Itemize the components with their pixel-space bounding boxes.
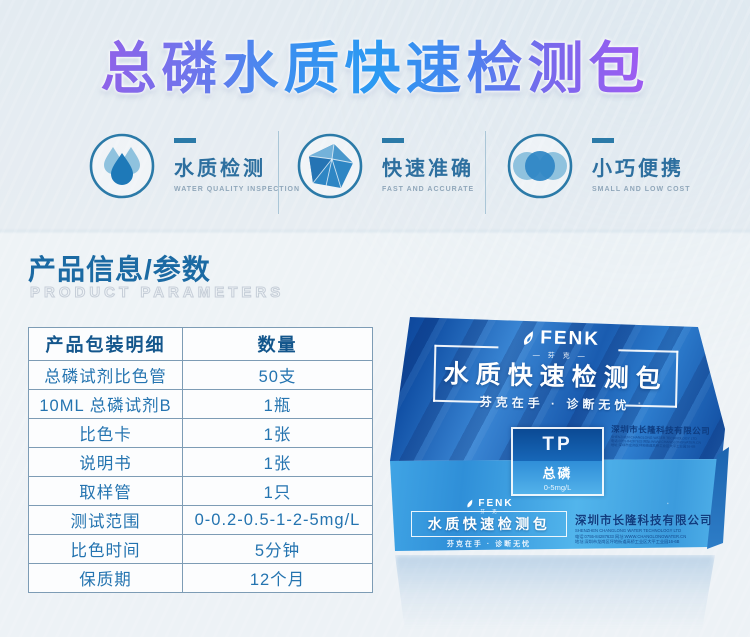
table-header-qty: 数量: [182, 327, 373, 361]
tp-detail: 总磷 0-5mg/L: [513, 461, 602, 494]
spec-name: 10ML 总磷试剂B: [28, 389, 183, 419]
feature-text: 快速准确 FAST AND ACCURATE: [382, 132, 474, 193]
feature-sublabel: FAST AND ACCURATE: [382, 186, 475, 193]
company-info-front: 深圳市长隆科技有限公司 SHENZHEN CHANGLONG WATER TEC…: [575, 514, 713, 544]
fenk-leaf-icon: [467, 499, 473, 508]
table-row: 测试范围 0-0.2-0.5-1-2-5mg/L: [28, 505, 373, 535]
feature-label: 小巧便携: [592, 158, 684, 180]
spec-value: 1张: [182, 447, 373, 477]
feature-dash: [174, 138, 196, 143]
table-row: 比色时间 5分钟: [28, 534, 373, 564]
table-header-item: 产品包装明细: [28, 327, 183, 361]
company-info-top: 深圳市长隆科技有限公司 SHENZHEN CHANGLONG WATER TEC…: [611, 424, 711, 449]
box-reflection: [395, 555, 715, 629]
table-row: 保质期 12个月: [28, 563, 373, 593]
spec-value: 0-0.2-0.5-1-2-5mg/L: [182, 505, 373, 535]
spec-name: 总磷试剂比色管: [28, 360, 183, 390]
spec-value: 1瓶: [182, 389, 373, 419]
spec-value: 12个月: [182, 563, 373, 593]
spec-value: 1只: [182, 476, 373, 506]
spec-name: 比色卡: [28, 418, 183, 448]
feature-label: 水质检测: [174, 158, 266, 180]
fenk-leaf-icon: [523, 331, 533, 345]
tp-code: TP: [513, 429, 602, 461]
overlapping-circles-icon: [506, 132, 574, 200]
spec-name: 比色时间: [28, 534, 183, 564]
hero-banner: 总磷水质快速检测包: [0, 24, 750, 105]
feature-dash: [592, 138, 614, 143]
brand-name: FENK: [478, 498, 514, 509]
box-title: 水质快速检测包: [443, 360, 669, 394]
brand-logo: FENK — 芬 克 —: [515, 327, 606, 362]
section-title: 产品信息/参数: [28, 254, 211, 285]
tp-name: 总磷: [542, 466, 573, 481]
tp-product-label: TP 总磷 0-5mg/L: [511, 427, 604, 496]
table-row: 总磷试剂比色管 50支: [28, 360, 373, 390]
spec-value: 50支: [182, 360, 373, 390]
box-slogan-front: 芬克在手 · 诊断无忧: [446, 541, 532, 548]
spec-value: 5分钟: [182, 534, 373, 564]
feature-text: 水质检测 WATER QUALITY INSPECTION: [174, 132, 300, 193]
feature-fast-accurate: 快速准确 FAST AND ACCURATE: [296, 132, 474, 200]
feature-sublabel: WATER QUALITY INSPECTION: [174, 186, 301, 193]
table-header-row: 产品包装明细 数量: [28, 327, 373, 361]
company-contact: 电话:0755-84287633 网址:WWW.CHANGLONGWATER.C…: [575, 533, 687, 539]
water-drops-icon: [88, 132, 156, 200]
company-name: 深圳市长隆科技有限公司: [575, 515, 713, 527]
feature-water-quality: 水质检测 WATER QUALITY INSPECTION: [88, 132, 300, 200]
feature-portable: 小巧便携 SMALL AND LOW COST: [506, 132, 691, 200]
feature-divider: [278, 131, 279, 214]
tp-range: 0-5mg/L: [543, 483, 572, 492]
feature-dash: [382, 138, 404, 143]
table-row: 比色卡 1张: [28, 418, 373, 448]
frame-line: [618, 349, 679, 353]
feature-label: 快速准确: [382, 158, 474, 180]
spec-name: 保质期: [28, 563, 183, 593]
spec-value: 1张: [182, 418, 373, 448]
spec-name: 说明书: [28, 447, 183, 477]
box-title-front: 水质快速检测包: [427, 516, 551, 532]
table-row: 取样管 1只: [28, 476, 373, 506]
box-slogan: 芬克在手 · 诊断无忧: [479, 394, 631, 413]
feature-text: 小巧便携 SMALL AND LOW COST: [592, 132, 691, 193]
company-address: 地址:深圳市龙岗区坪地街道高桥工业区大平工业园16-6B: [575, 538, 680, 544]
product-spec-table: 产品包装明细 数量 总磷试剂比色管 50支 10ML 总磷试剂B 1瓶 比色卡 1张 …: [28, 327, 373, 593]
box-top-face-print: FENK — 芬 克 — 水质快速检测包 芬克在手 · 诊断无忧: [390, 317, 725, 461]
company-name-en: SHENZHEN CHANGLONG WATER TECHNOLOGY LTD: [575, 528, 682, 534]
feature-sublabel: SMALL AND LOW COST: [592, 186, 691, 193]
brand-name: FENK: [540, 327, 601, 350]
front-title-frame: 水质快速检测包: [411, 511, 567, 537]
page-title: 总磷水质快速检测包: [101, 24, 650, 105]
spec-name: 取样管: [28, 476, 183, 506]
frame-line: [434, 344, 499, 349]
pentagon-gem-icon: [296, 132, 364, 200]
spec-name: 测试范围: [28, 505, 183, 535]
table-row: 说明书 1张: [28, 447, 373, 477]
section-subtitle: PRODUCT PARAMETERS: [29, 284, 285, 302]
feature-divider: [485, 131, 486, 214]
table-row: 10ML 总磷试剂B 1瓶: [28, 389, 373, 419]
product-box-image: FENK — 芬 克 — 水质快速检测包 芬克在手 · 诊断无忧 TP 总磷 0…: [383, 303, 739, 637]
